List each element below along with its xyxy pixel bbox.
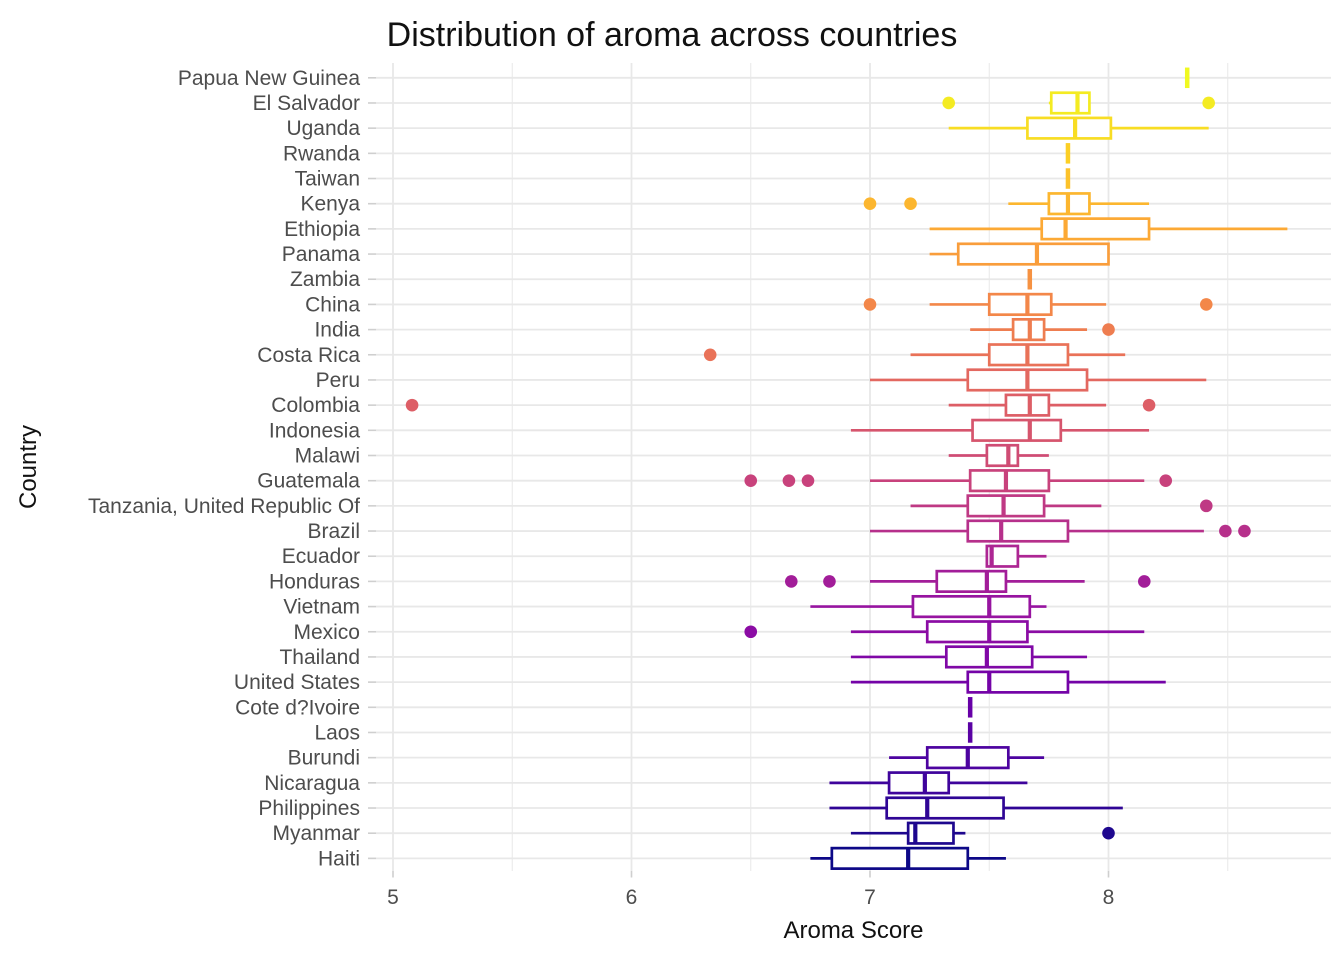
- y-axis-label: Guatemala: [257, 470, 360, 493]
- boxplot-box: [925, 620, 1029, 644]
- y-axis-label: Ecuador: [282, 545, 360, 568]
- boxplot-box: [987, 292, 1053, 317]
- y-axis-label: Indonesia: [269, 419, 360, 442]
- boxplot-outlier-point: [823, 575, 836, 588]
- y-axis-title: Country: [15, 425, 42, 509]
- y-axis-label: Cote d?Ivoire: [235, 696, 360, 719]
- y-axis-label: Philippines: [258, 797, 360, 820]
- y-axis-label: Peru: [316, 369, 360, 392]
- boxplot-box: [966, 670, 1070, 694]
- y-axis-label: Zambia: [290, 268, 360, 291]
- boxplot-box: [966, 519, 1070, 543]
- y-axis-label: Honduras: [269, 570, 360, 593]
- y-axis-label: Haiti: [318, 847, 360, 870]
- chart-title: Distribution of aroma across countries: [386, 16, 958, 54]
- boxplot-box: [956, 242, 1110, 266]
- boxplot-outlier-point: [863, 298, 877, 311]
- x-axis-tick-label: 8: [1103, 886, 1115, 909]
- boxplot-box: [911, 594, 1032, 619]
- boxplot-outlier-point: [744, 625, 758, 639]
- boxplot-box: [1026, 116, 1113, 140]
- y-axis-label: United States: [234, 671, 360, 694]
- y-axis-label: Myanmar: [272, 822, 360, 845]
- boxplot-box: [1049, 91, 1091, 115]
- boxplot-box: [985, 544, 1020, 568]
- boxplot-outlier-point: [1137, 575, 1151, 588]
- boxplot-outlier-point: [1199, 499, 1213, 513]
- y-axis-label: Burundi: [288, 747, 360, 770]
- y-axis-label: Mexico: [293, 621, 360, 644]
- boxplot-outlier-point: [1102, 826, 1115, 840]
- boxplot-outlier-point: [1199, 298, 1213, 311]
- y-axis-label: Colombia: [271, 394, 360, 417]
- y-axis-label: Nicaragua: [264, 772, 360, 795]
- y-axis-label: El Salvador: [253, 92, 360, 115]
- boxplot-box: [935, 569, 1008, 594]
- y-axis-label: Thailand: [279, 646, 360, 669]
- boxplot-outlier-point: [1219, 524, 1232, 538]
- boxplot-outlier-point: [1102, 323, 1115, 336]
- y-axis-label: Kenya: [300, 193, 360, 216]
- boxplot-box: [906, 821, 955, 845]
- boxplot-box: [887, 771, 951, 795]
- y-axis-label: Malawi: [295, 445, 360, 468]
- boxplot-outlier-point: [405, 398, 419, 412]
- boxplot-outlier-point: [782, 474, 796, 487]
- boxplot-box: [968, 469, 1051, 493]
- boxplot-box: [971, 418, 1063, 442]
- y-axis-label: Papua New Guinea: [178, 67, 360, 90]
- x-axis-tick-label: 5: [387, 886, 399, 909]
- y-axis-label: Uganda: [286, 117, 360, 140]
- x-axis-title: Aroma Score: [783, 917, 923, 944]
- y-axis-label: China: [305, 293, 360, 316]
- y-axis-label: Brazil: [307, 520, 360, 543]
- boxplot-box: [1004, 393, 1051, 417]
- boxplot-outlier-point: [784, 575, 798, 588]
- boxplot-box: [885, 796, 1005, 820]
- boxplot-outlier-point: [942, 96, 956, 110]
- boxplot-box: [966, 494, 1046, 518]
- y-axis-label: Tanzania, United Republic Of: [88, 495, 360, 518]
- y-axis-label: Rwanda: [283, 142, 360, 165]
- y-axis-label: India: [314, 319, 360, 342]
- boxplot-outlier-point: [1202, 96, 1215, 110]
- boxplot-outlier-point: [801, 474, 815, 487]
- y-axis-label: Costa Rica: [257, 344, 360, 367]
- boxplot-outlier-point: [1142, 398, 1156, 412]
- y-axis-label: Ethiopia: [284, 218, 360, 241]
- boxplot-outlier-point: [1238, 524, 1251, 538]
- y-axis-label: Vietnam: [283, 596, 360, 619]
- boxplot-outlier-point: [703, 348, 717, 362]
- y-axis-label: Laos: [314, 721, 360, 744]
- y-axis-label: Taiwan: [295, 168, 360, 191]
- boxplot-box: [830, 846, 970, 870]
- boxplot-box: [985, 443, 1020, 468]
- boxplot-outlier-point: [744, 474, 758, 487]
- boxplot-outlier-point: [863, 197, 877, 210]
- boxplot-outlier-point: [904, 197, 917, 210]
- y-axis-label: Panama: [282, 243, 361, 266]
- x-axis-tick-label: 7: [864, 886, 876, 909]
- boxplot-box: [1040, 217, 1151, 241]
- boxplot-outlier-point: [1159, 474, 1173, 487]
- boxplot-box: [944, 645, 1034, 669]
- x-axis-tick-label: 6: [626, 886, 638, 909]
